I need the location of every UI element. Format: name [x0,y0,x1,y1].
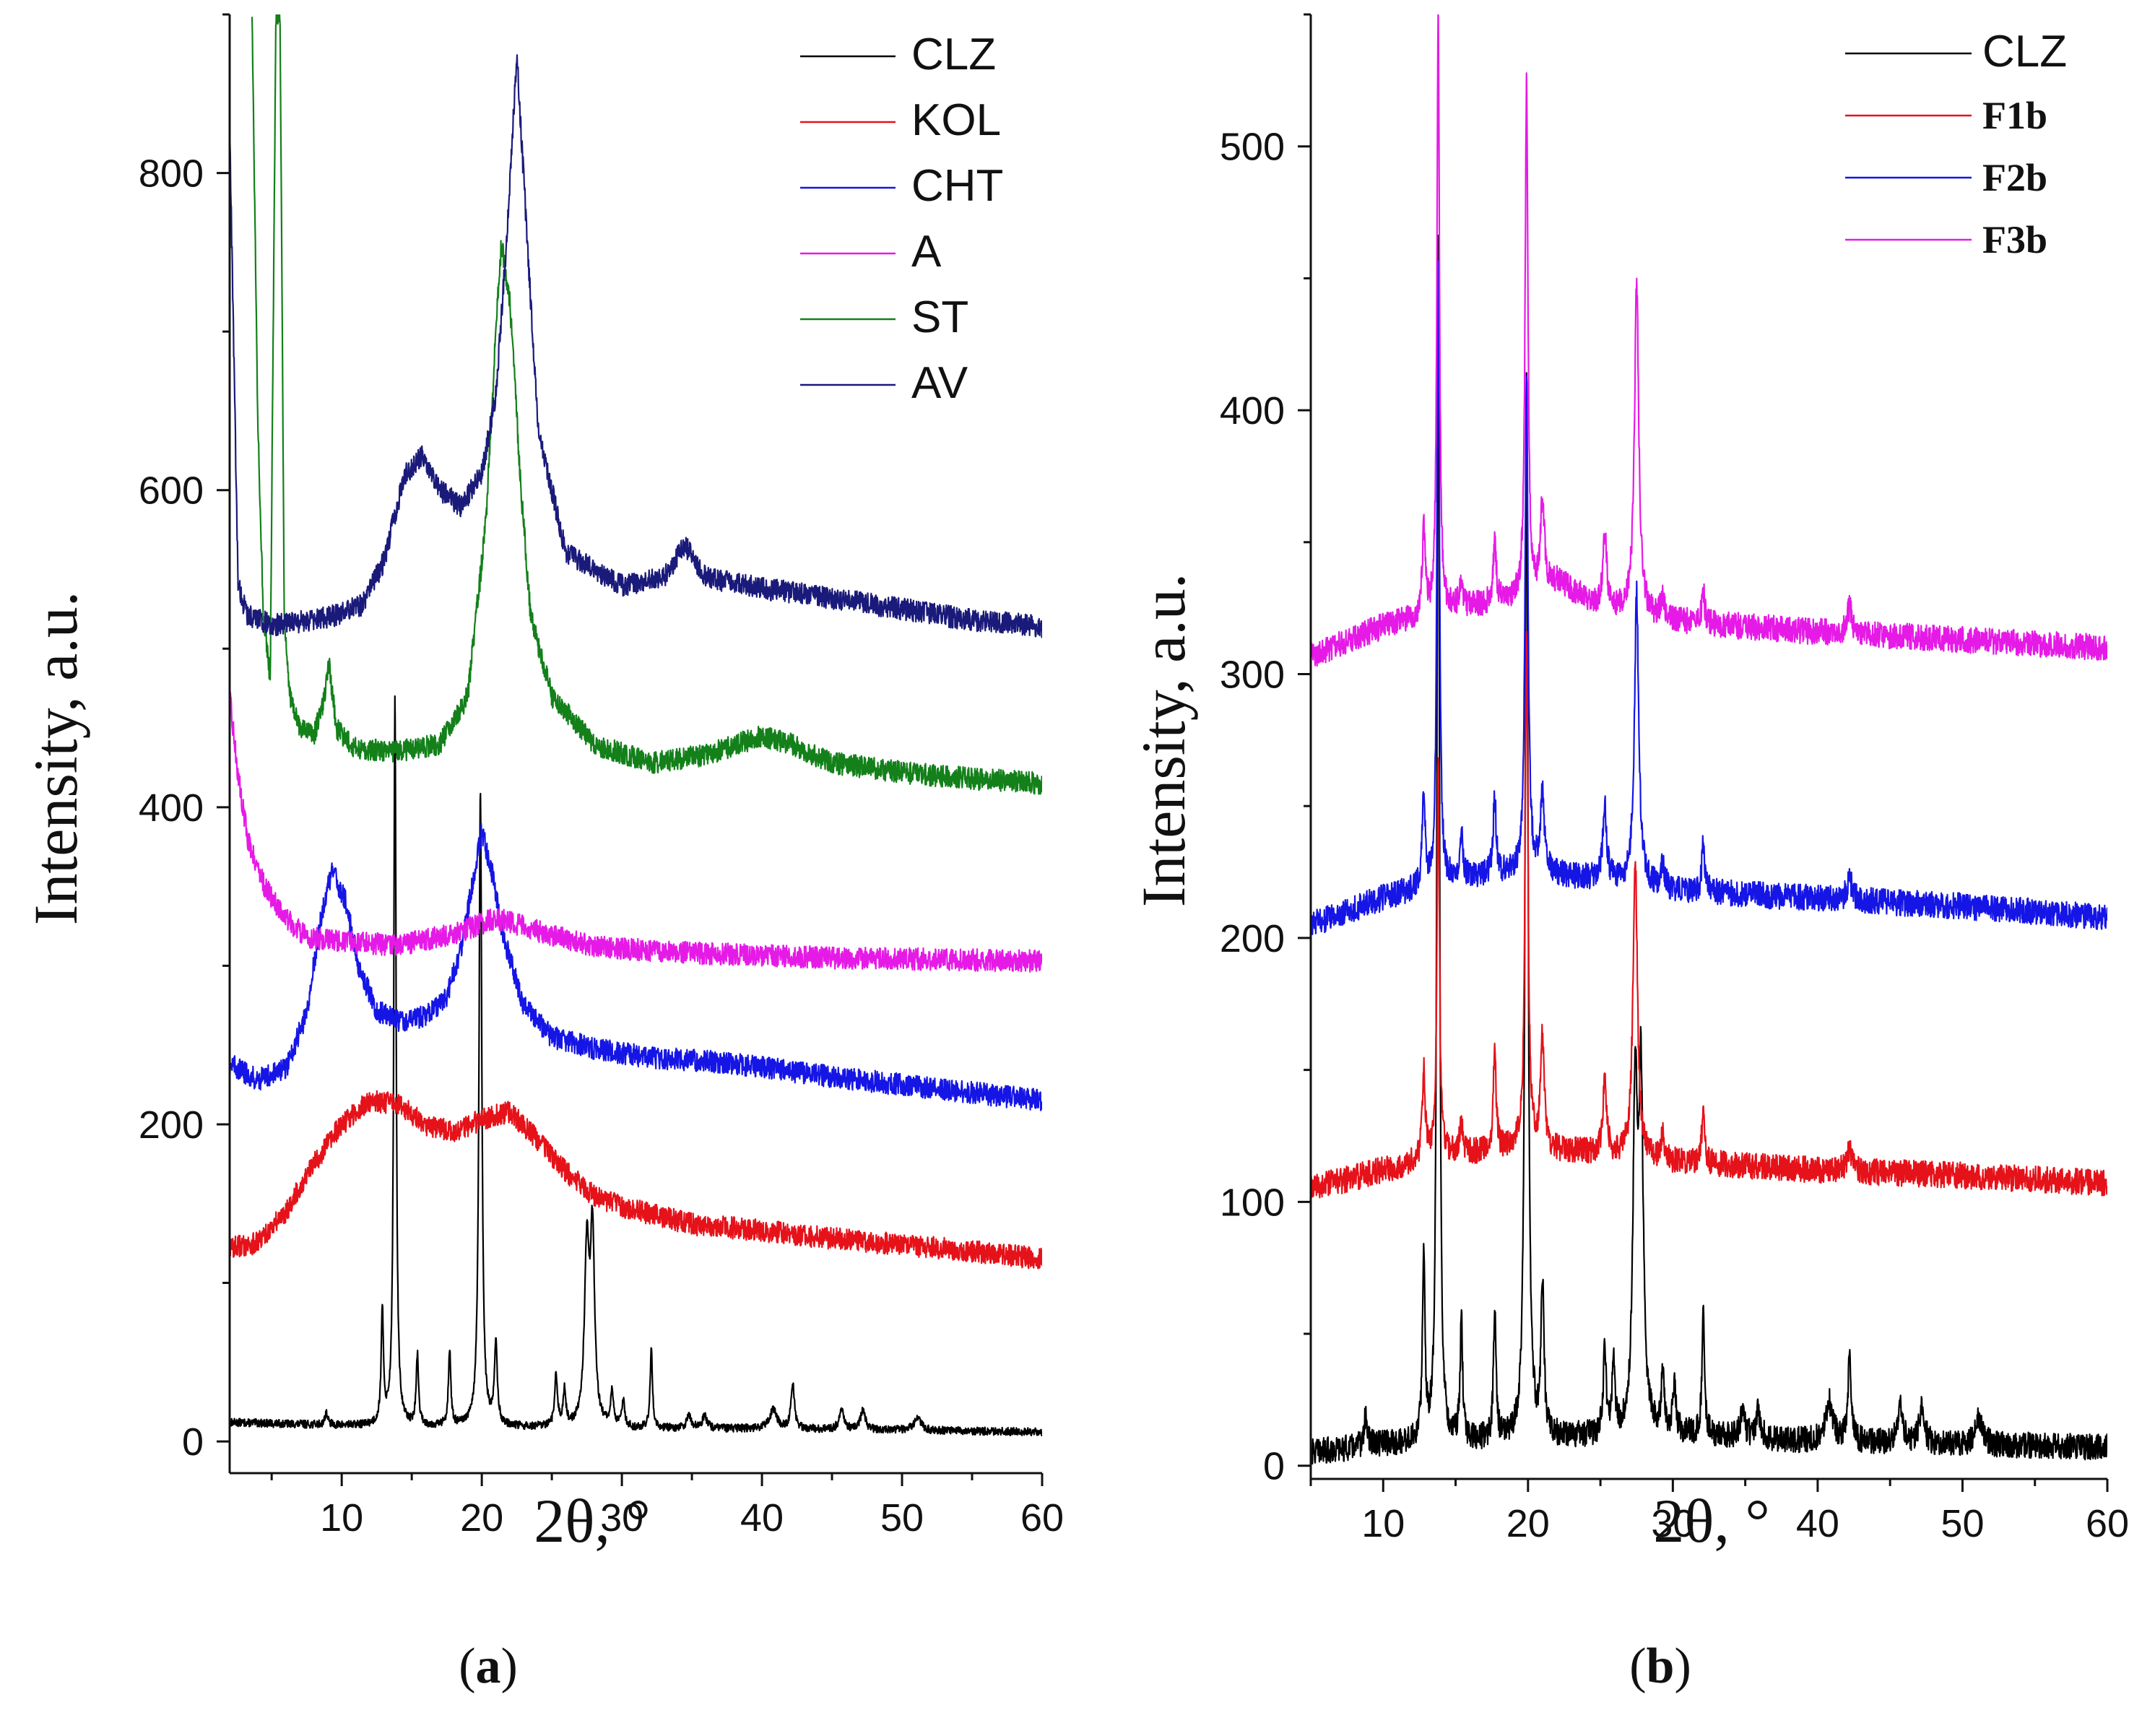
series-line-clz [1311,234,2107,1465]
legend-item-cht: CHT [800,161,1003,211]
y-tick-label: 0 [182,1420,204,1464]
y-tick-label: 100 [1220,1181,1285,1224]
y-tick-label: 300 [1220,654,1285,697]
legend: CLZ KOL CHT A ST AV [800,30,1003,408]
series-line-av [230,54,1042,638]
legend-item-clz: CLZ [1845,27,2067,77]
legend: CLZ F1b F2b F3b [1845,27,2067,261]
x-axis-title: 2θ, ° [1653,1486,1770,1555]
x-tick-label: 40 [1796,1502,1839,1545]
legend-item-a: A [800,227,942,277]
y-axis-title: Intensity, a.u. [21,591,90,926]
axes [1309,14,2107,1480]
x-tick-label: 10 [320,1496,363,1540]
series-group [1311,14,2107,1465]
y-tick-label: 0 [1263,1445,1285,1488]
panel-label-close-paren: ) [1674,1639,1691,1694]
y-tick-label: 200 [1220,917,1285,960]
y-tick-label: 600 [139,469,204,513]
tick-labels: 10 20 30 40 50 60 0 100 200 300 400 500 [1220,126,2129,1545]
legend-item-av: AV [800,358,968,408]
legend-item-clz: CLZ [800,30,996,79]
series-group [230,14,1042,1437]
tick-marks [217,13,1044,1486]
legend-item-f3b: F3b [1845,218,2047,261]
x-axis-title: 2θ, ° [534,1486,651,1555]
y-tick-label: 400 [139,786,204,830]
legend-item-f1b: F1b [1845,94,2047,137]
x-tick-label: 30 [600,1496,643,1540]
series-line-f1b [1311,630,2107,1199]
legend-item-st: ST [800,292,968,342]
legend-label: CHT [911,161,1003,211]
series-line-kol [230,1090,1042,1270]
panel-label: (b) [1629,1639,1691,1694]
series-line-f3b [1311,14,2107,667]
legend-item-kol: KOL [800,95,1001,145]
panel-label-open-paren: ( [1629,1639,1646,1694]
x-tick-label: 60 [1020,1496,1064,1540]
legend-label: KOL [911,95,1001,145]
series-line-st [251,14,1042,795]
panel-label: (a) [459,1639,518,1694]
x-tick-label: 50 [880,1496,924,1540]
series-line-a [230,690,1042,973]
legend-label: F3b [1982,218,2047,261]
x-tick-label: 20 [1506,1502,1550,1545]
chart-panel-b: 10 20 30 40 50 60 0 100 200 300 400 500 Intensity, … [1129,13,2129,1694]
y-axis-title: Intensity, a.u. [1129,573,1198,908]
x-tick-label: 60 [2086,1502,2129,1545]
panel-label-open-paren: ( [459,1639,475,1694]
y-tick-label: 400 [1220,389,1285,433]
y-tick-label: 200 [139,1103,204,1147]
legend-label: A [911,227,942,277]
y-tick-label: 800 [139,152,204,196]
series-line-f2b [1311,260,2107,935]
panel-label-close-paren: ) [501,1639,518,1694]
legend-label: AV [911,358,968,408]
series-line-clz [230,695,1042,1437]
legend-label: CLZ [911,30,996,79]
x-tick-label: 20 [460,1496,503,1540]
legend-label: F2b [1982,156,2047,199]
panel-label-letter: a [476,1639,501,1694]
axes [228,14,1042,1475]
legend-label: F1b [1982,94,2047,137]
y-tick-label: 500 [1220,126,1285,169]
legend-item-f2b: F2b [1845,156,2047,199]
panel-label-letter: b [1647,1639,1675,1694]
legend-label: CLZ [1982,27,2067,77]
x-tick-label: 40 [740,1496,784,1540]
tick-marks [1298,13,2109,1492]
series-line-cht [230,823,1042,1111]
x-tick-label: 30 [1651,1502,1694,1545]
x-tick-label: 10 [1361,1502,1405,1545]
x-tick-label: 50 [1941,1502,1984,1545]
legend-label: ST [911,292,968,342]
